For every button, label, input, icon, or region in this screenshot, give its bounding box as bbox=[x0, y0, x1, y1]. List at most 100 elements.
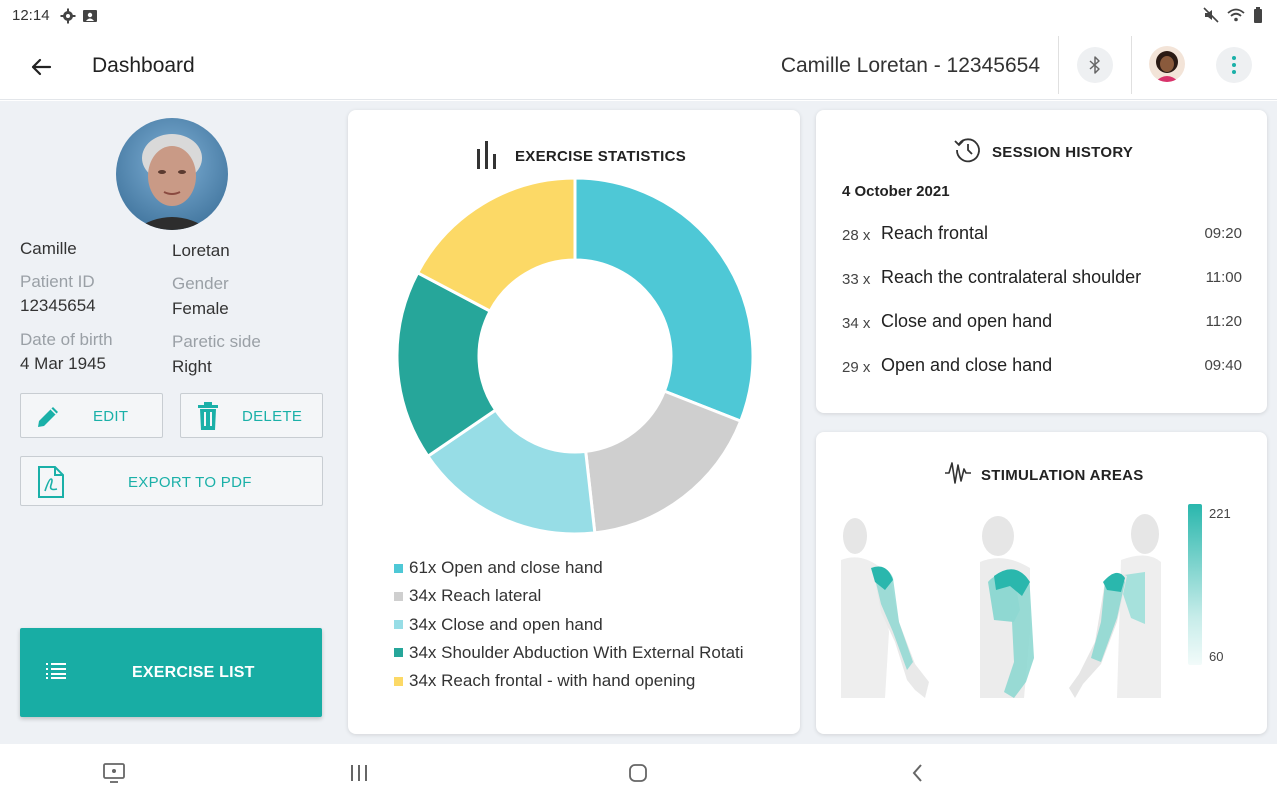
stimulation-areas-title: STIMULATION AREAS bbox=[981, 467, 1144, 484]
legend-item: 34x Shoulder Abduction With External Rot… bbox=[394, 643, 744, 663]
legend-swatch bbox=[394, 648, 403, 658]
gender-label: Gender bbox=[172, 274, 229, 293]
screen-mirror-button[interactable] bbox=[101, 760, 127, 786]
exercise-statistics-card: EXERCISE STATISTICS 61x Open and close h… bbox=[348, 110, 800, 734]
donut-slice bbox=[584, 389, 743, 535]
image-icon bbox=[83, 10, 97, 22]
donut-slice bbox=[415, 176, 577, 314]
session-row[interactable]: 33 x Reach the contralateral shoulder 11… bbox=[842, 267, 1242, 291]
user-avatar[interactable] bbox=[1149, 46, 1185, 82]
legend-label: 34x Reach lateral bbox=[409, 586, 542, 606]
app-bar: Dashboard Camille Loretan - 12345654 bbox=[0, 32, 1277, 100]
mute-icon bbox=[1203, 7, 1219, 23]
history-icon bbox=[954, 138, 980, 163]
legend-swatch bbox=[394, 676, 403, 686]
wifi-icon bbox=[1227, 8, 1245, 22]
back-button[interactable] bbox=[26, 52, 56, 82]
legend-swatch bbox=[394, 563, 403, 573]
bar-chart-icon bbox=[477, 141, 496, 169]
session-date: 4 October 2021 bbox=[842, 183, 950, 200]
bluetooth-icon bbox=[1089, 56, 1100, 74]
export-pdf-button[interactable]: EXPORT TO PDF bbox=[20, 456, 323, 506]
session-row[interactable]: 34 x Close and open hand 11:20 bbox=[842, 311, 1242, 335]
legend-label: 34x Shoulder Abduction With External Rot… bbox=[409, 642, 744, 662]
delete-label: DELETE bbox=[242, 408, 303, 425]
exercise-list-label: EXERCISE LIST bbox=[132, 664, 255, 681]
edit-label: EDIT bbox=[93, 408, 129, 425]
session-time: 11:00 bbox=[1205, 269, 1242, 286]
paretic-side-label: Paretic side bbox=[172, 332, 261, 351]
session-exercise: Open and close hand bbox=[881, 355, 1053, 375]
last-name: Loretan bbox=[172, 241, 230, 260]
intensity-scale-bar bbox=[1188, 504, 1202, 665]
patient-photo bbox=[116, 118, 228, 230]
legend-item: 34x Reach frontal - with hand opening bbox=[394, 671, 695, 691]
scale-min-label: 60 bbox=[1209, 649, 1224, 664]
export-pdf-label: EXPORT TO PDF bbox=[128, 474, 252, 491]
legend-item: 61x Open and close hand bbox=[394, 558, 603, 578]
session-count: 34 x bbox=[842, 315, 871, 332]
delete-button[interactable]: DELETE bbox=[180, 393, 323, 438]
system-back-button[interactable] bbox=[905, 760, 931, 786]
donut-inner-ring bbox=[479, 260, 671, 452]
status-bar: 12:14 bbox=[0, 0, 1277, 32]
edit-button[interactable]: EDIT bbox=[20, 393, 163, 438]
session-exercise: Close and open hand bbox=[881, 311, 1053, 331]
session-count: 33 x bbox=[842, 271, 871, 288]
pdf-icon bbox=[38, 466, 64, 498]
home-button[interactable] bbox=[625, 760, 651, 786]
screen-mirror-icon bbox=[103, 763, 125, 783]
main-content: Camille Loretan Patient ID 12345654 Gend… bbox=[0, 101, 1277, 744]
exercise-list-button[interactable]: EXERCISE LIST bbox=[20, 628, 322, 717]
bluetooth-button[interactable] bbox=[1077, 47, 1113, 83]
body-front-figure bbox=[841, 518, 929, 698]
divider bbox=[1058, 36, 1059, 94]
arrow-left-icon bbox=[31, 58, 52, 76]
stimulation-areas-card: STIMULATION AREAS 221 60 bbox=[816, 432, 1267, 734]
session-time: 09:40 bbox=[1204, 357, 1242, 374]
exercise-donut-chart bbox=[395, 176, 755, 536]
settings-icon bbox=[60, 8, 76, 24]
legend-item: 34x Reach lateral bbox=[394, 586, 541, 606]
home-icon bbox=[629, 764, 647, 782]
body-back-figure bbox=[1069, 514, 1161, 698]
legend-label: 34x Close and open hand bbox=[409, 614, 603, 634]
page-title: Dashboard bbox=[92, 54, 195, 77]
patient-header: Camille Loretan - 12345654 bbox=[780, 54, 1040, 77]
patient-id-label: Patient ID bbox=[20, 272, 95, 291]
more-vertical-icon bbox=[1232, 56, 1236, 74]
scale-max-label: 221 bbox=[1209, 506, 1231, 521]
donut-slice bbox=[395, 270, 498, 459]
list-icon bbox=[46, 663, 66, 679]
system-nav-bar bbox=[0, 744, 1277, 800]
battery-icon bbox=[1254, 7, 1262, 23]
paretic-side-value: Right bbox=[172, 357, 212, 376]
first-name: Camille bbox=[20, 239, 77, 258]
session-time: 09:20 bbox=[1204, 225, 1242, 242]
chevron-left-icon bbox=[912, 764, 922, 782]
more-options-button[interactable] bbox=[1216, 47, 1252, 83]
session-history-card: SESSION HISTORY 4 October 2021 28 x Reac… bbox=[816, 110, 1267, 413]
pencil-icon bbox=[38, 407, 58, 427]
legend-label: 61x Open and close hand bbox=[409, 558, 603, 577]
legend-label: 34x Reach frontal - with hand opening bbox=[409, 671, 696, 691]
trash-icon bbox=[198, 402, 218, 430]
session-history-title: SESSION HISTORY bbox=[992, 144, 1134, 161]
exercise-statistics-title: EXERCISE STATISTICS bbox=[515, 148, 687, 165]
session-exercise: Reach the contralateral shoulder bbox=[881, 267, 1142, 287]
divider bbox=[1131, 36, 1132, 94]
recent-apps-icon bbox=[351, 765, 367, 781]
recent-apps-button[interactable] bbox=[346, 760, 372, 786]
patient-id-value: 12345654 bbox=[20, 296, 96, 315]
session-row[interactable]: 29 x Open and close hand 09:40 bbox=[842, 355, 1242, 379]
legend-swatch bbox=[394, 591, 403, 601]
session-row[interactable]: 28 x Reach frontal 09:20 bbox=[842, 223, 1242, 247]
dob-label: Date of birth bbox=[20, 330, 113, 349]
session-time: 11:20 bbox=[1205, 313, 1242, 330]
session-exercise: Reach frontal bbox=[881, 223, 989, 243]
body-side-figure bbox=[980, 516, 1034, 698]
legend-item: 34x Close and open hand bbox=[394, 615, 603, 635]
status-time: 12:14 bbox=[12, 7, 50, 24]
donut-slice bbox=[573, 176, 755, 424]
waveform-icon bbox=[945, 462, 971, 484]
